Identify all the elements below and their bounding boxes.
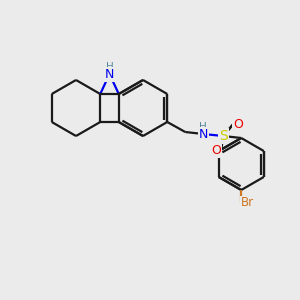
Text: H: H: [106, 62, 113, 72]
Text: N: N: [199, 128, 208, 140]
Text: N: N: [105, 68, 114, 80]
Text: O: O: [211, 143, 221, 157]
Text: O: O: [233, 118, 243, 130]
Text: S: S: [219, 129, 228, 143]
Text: Br: Br: [241, 196, 254, 209]
Text: H: H: [200, 122, 207, 132]
